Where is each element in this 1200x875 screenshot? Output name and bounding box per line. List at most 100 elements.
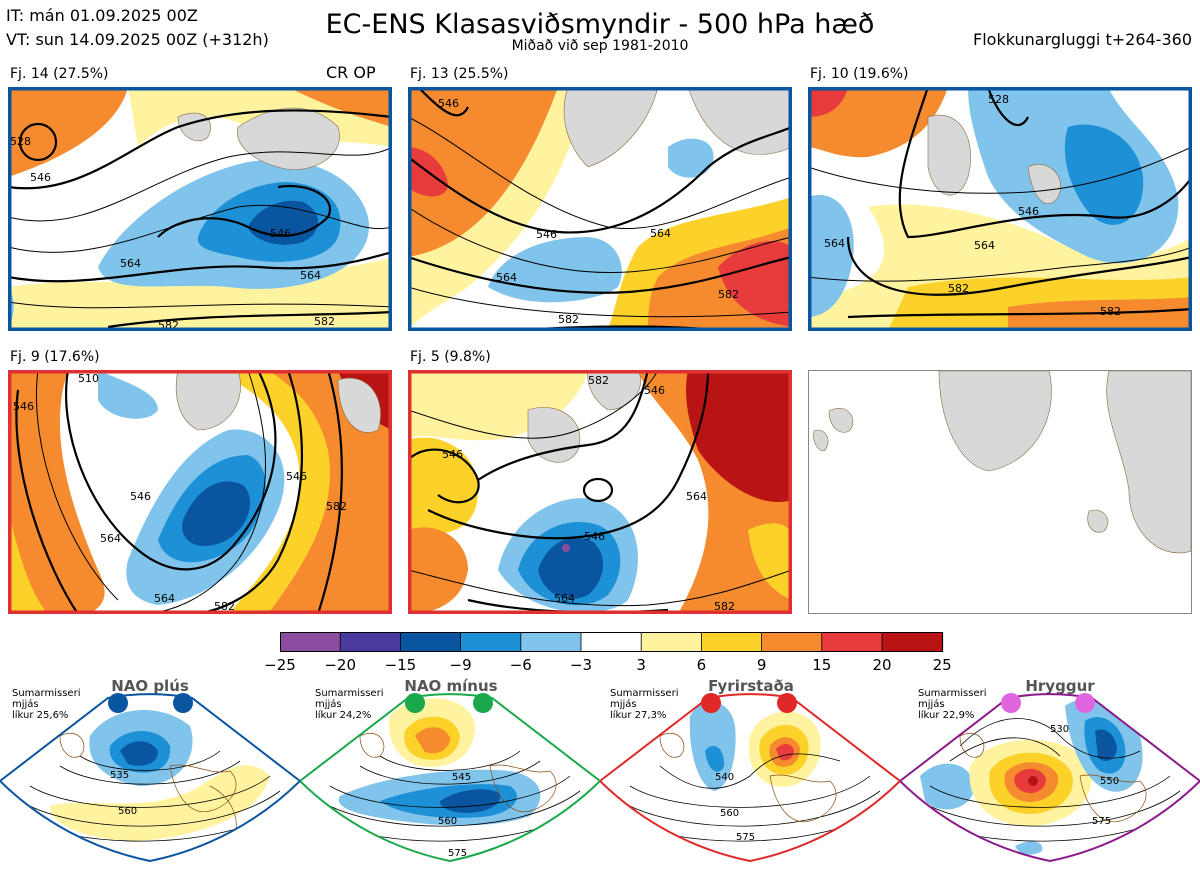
colorbar-cell xyxy=(460,631,522,653)
contour-label: 560 xyxy=(118,806,137,817)
contour-label: 564 xyxy=(300,269,321,282)
colorbar-cell xyxy=(821,631,883,653)
classification-window-label: Flokkunargluggi t+264-360 xyxy=(973,30,1192,49)
contour-label: 528 xyxy=(10,135,31,148)
regime-title-nao-minus: NAO mínus xyxy=(404,677,498,695)
colorbar-tick-label: 20 xyxy=(872,656,892,674)
contour-label: 546 xyxy=(644,384,665,397)
contour-label: 546 xyxy=(13,400,34,413)
regime-map-blocking: 540 560 575 xyxy=(598,676,902,871)
contour-label: 564 xyxy=(686,490,707,503)
cluster-frame xyxy=(8,87,392,331)
contour-label: 546 xyxy=(130,490,151,503)
colorbar-cell xyxy=(761,631,823,653)
contour-label: 546 xyxy=(30,171,51,184)
colorbar-tick-label: −25 xyxy=(264,656,296,674)
colorbar-cell xyxy=(279,631,342,653)
contour-label: 564 xyxy=(554,592,575,605)
cluster-map-4: 546 546 546 564 564 582 582 510 xyxy=(8,370,392,614)
contour-label: 582 xyxy=(1100,305,1121,318)
colorbar-tick-label: −15 xyxy=(384,656,417,674)
empty-map-panel xyxy=(808,370,1192,614)
regime-marker xyxy=(473,693,493,713)
colorbar-tick-label: 15 xyxy=(812,656,832,674)
contour-label: 546 xyxy=(1018,205,1039,218)
cluster-label-1: Fj. 14 (27.5%) xyxy=(10,66,109,82)
cluster-map-2: 546 546 564 564 582 582 xyxy=(408,87,792,331)
contour-label: 560 xyxy=(720,808,739,819)
contour-label: 545 xyxy=(452,772,471,783)
contour-label: 546 xyxy=(438,97,459,110)
regime-blocking-svg: 540 560 575 xyxy=(598,693,902,863)
empty-map-svg xyxy=(809,371,1191,613)
regime-note-nao-minus: Sumarmisseri mjjás líkur 24,2% xyxy=(315,688,384,721)
contour-label: 582 xyxy=(948,282,969,295)
colorbar-tick-label: −6 xyxy=(509,656,532,674)
contour-label: 582 xyxy=(314,315,335,328)
contour-label: 535 xyxy=(110,770,129,781)
regime-nao-plus-svg: 535 560 xyxy=(0,693,302,863)
contour-label: 546 xyxy=(286,470,307,483)
contour-label: 510 xyxy=(78,372,99,385)
cluster-frame xyxy=(408,370,792,614)
contour-label: 564 xyxy=(650,227,671,240)
colorbar-cell xyxy=(580,631,643,653)
colorbar-tick-label: 3 xyxy=(636,656,646,674)
cluster-frame xyxy=(408,87,792,331)
colorbar-cell xyxy=(339,631,402,653)
contour-label: 582 xyxy=(326,500,347,513)
regime-map-ridge: 530 550 575 xyxy=(898,676,1200,871)
landmass-shapes xyxy=(175,370,381,433)
contour-label: 564 xyxy=(824,237,845,250)
cluster-map-4-svg: 546 546 546 564 564 582 582 510 xyxy=(8,370,392,614)
cluster-map-5: 546 546 546 564 564 582 582 xyxy=(408,370,792,614)
cluster-map-2-svg: 546 546 564 564 582 582 xyxy=(408,87,792,331)
chart-subtitle: Miðað við sep 1981-2010 xyxy=(511,38,689,54)
cluster-label-5: Fj. 5 (9.8%) xyxy=(410,349,491,365)
regime-note-nao-plus: Sumarmisseri mjjás líkur 25,6% xyxy=(12,688,81,721)
contour-label: 575 xyxy=(448,848,467,859)
colorbar-tick-label: 6 xyxy=(696,656,707,674)
regime-marker xyxy=(777,693,797,713)
contour-label: 528 xyxy=(988,93,1009,106)
cluster-label-3: Fj. 10 (19.6%) xyxy=(810,66,909,82)
coastline-shapes xyxy=(959,733,1147,823)
colorbar-cell xyxy=(640,631,703,653)
contour-label: 546 xyxy=(584,530,605,543)
colorbar-tick-label: −9 xyxy=(449,656,472,674)
colorbar-cell xyxy=(520,631,582,653)
regime-marker xyxy=(405,693,425,713)
contour-label: 575 xyxy=(1092,816,1111,827)
colorbar-tick-label: −3 xyxy=(569,656,593,674)
regime-note-blocking: Sumarmisseri mjjás líkur 27,3% xyxy=(610,688,679,721)
contour-label: 546 xyxy=(442,448,463,461)
contour-label: 550 xyxy=(1100,776,1119,787)
contour-label: 530 xyxy=(1050,724,1069,735)
contour-label: 582 xyxy=(588,374,609,387)
cluster-map-3: 546 564 564 582 582 528 xyxy=(808,87,1192,331)
regime-marker xyxy=(173,693,193,713)
cluster-label-2: Fj. 13 (25.5%) xyxy=(410,66,509,82)
colorbar-tick-label: 25 xyxy=(932,656,952,674)
colorbar-cell xyxy=(400,631,462,653)
contour-label: 582 xyxy=(558,313,579,326)
regime-title-blocking: Fyrirstaða xyxy=(708,677,794,695)
regime-marker xyxy=(1001,693,1021,713)
regime-note-ridge: Sumarmisseri mjjás líkur 22,9% xyxy=(918,688,987,721)
cluster-frame xyxy=(8,370,392,614)
colorbar xyxy=(279,631,944,656)
contour-label: 564 xyxy=(120,257,141,270)
contour-label: 582 xyxy=(714,600,735,613)
regime-marker xyxy=(1075,693,1095,713)
contour-label: 575 xyxy=(736,832,755,843)
regime-nao-minus-svg: 545 560 575 xyxy=(298,693,602,863)
cluster-tag-1: CR OP xyxy=(326,63,376,82)
coastline-shapes xyxy=(659,733,837,823)
colorbar-tick-label: −20 xyxy=(324,656,357,674)
contour-label: 564 xyxy=(496,271,517,284)
cluster-map-3-svg: 546 564 564 582 582 528 xyxy=(808,87,1192,331)
cluster-map-1: 546 546 564 564 582 582 528 xyxy=(8,87,392,331)
contour-label: 564 xyxy=(100,532,121,545)
regime-map-nao-minus: 545 560 575 xyxy=(298,676,602,871)
landmass-shapes xyxy=(527,370,641,463)
